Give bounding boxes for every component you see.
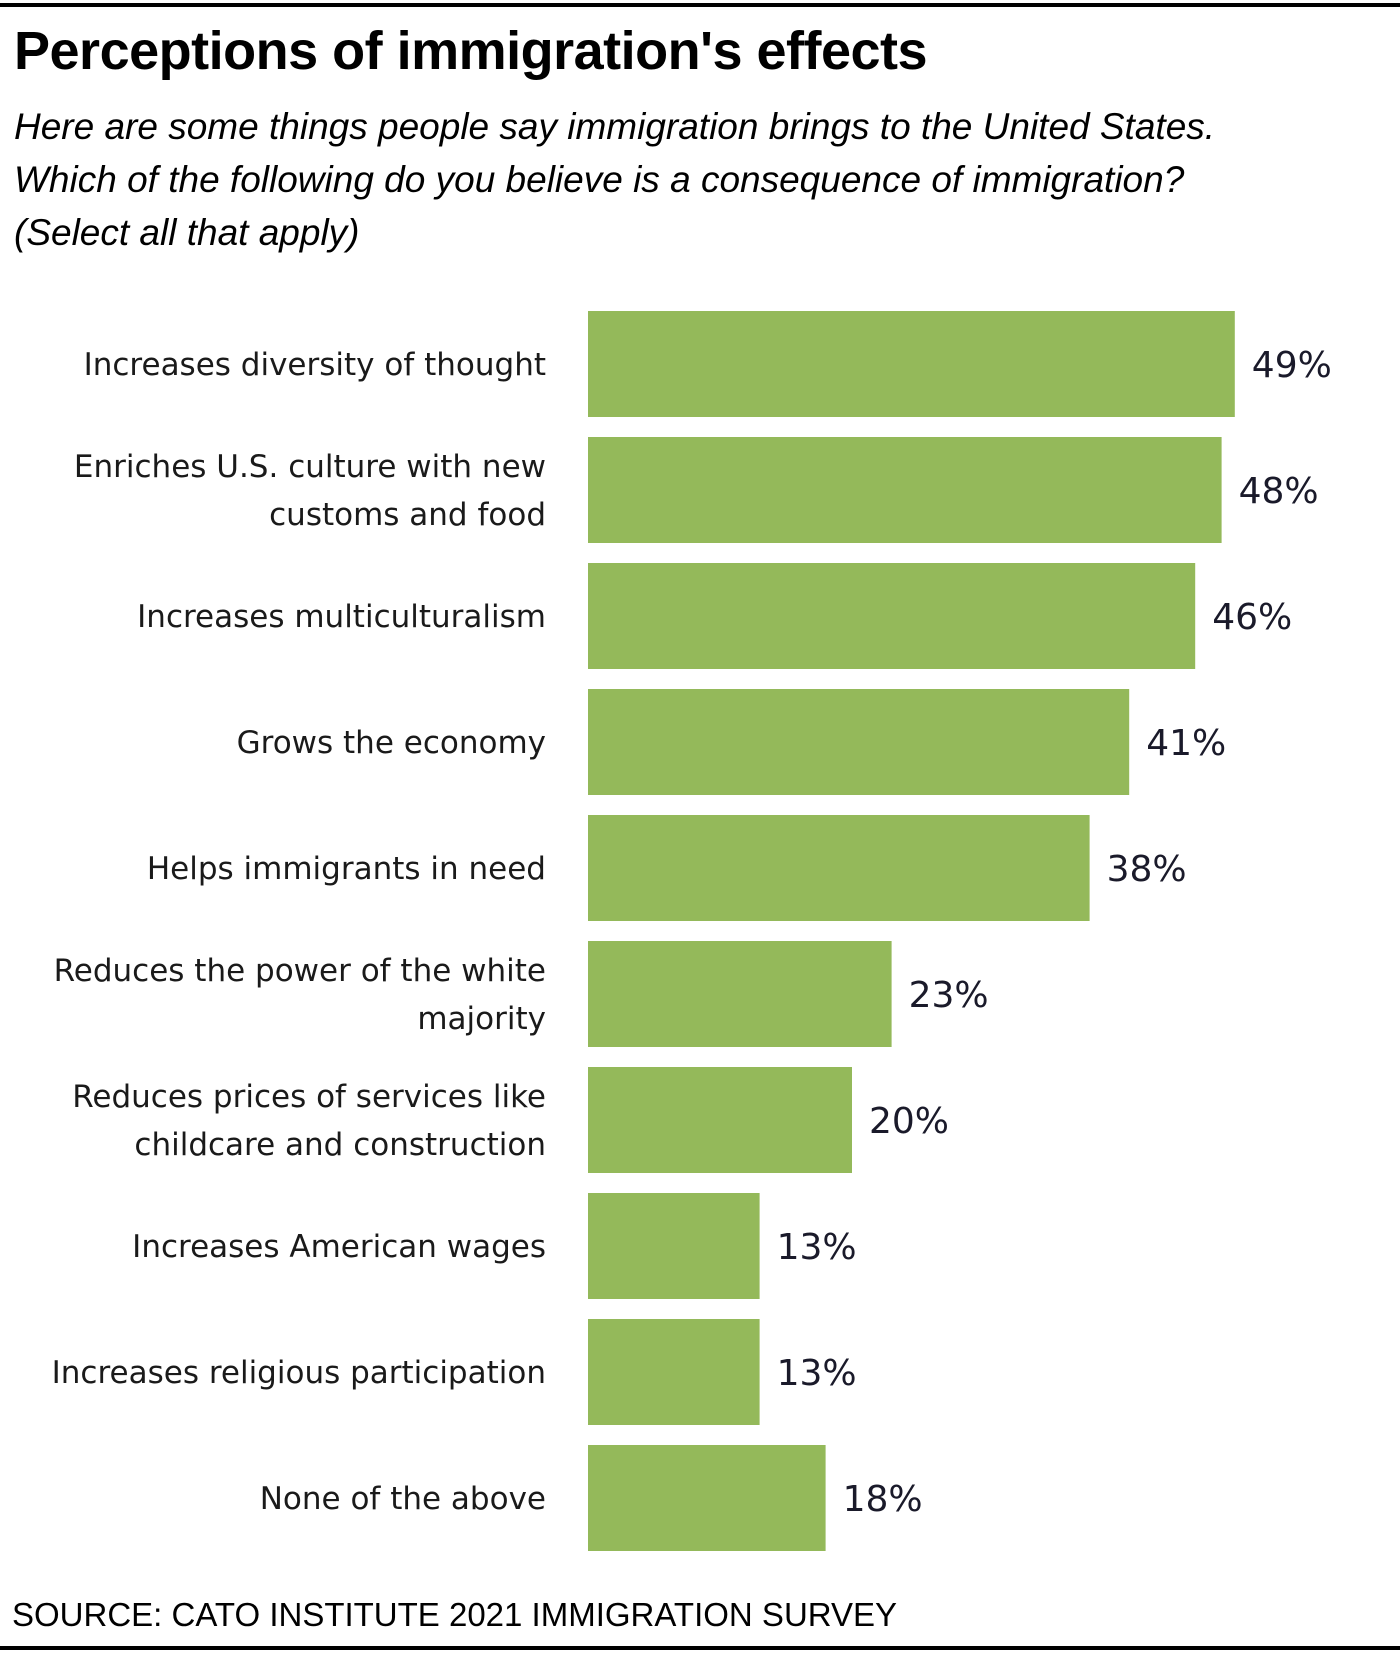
category-label: Reduces the power of the white (54, 953, 546, 989)
category-label: childcare and construction (134, 1127, 546, 1163)
subtitle-line: Here are some things people say immigrat… (14, 106, 1216, 147)
category-label: Increases multiculturalism (137, 599, 546, 635)
value-label: 49% (1252, 345, 1332, 386)
category-label: majority (417, 1001, 546, 1037)
category-label: Enriches U.S. culture with new (74, 449, 546, 485)
bottom-rule (0, 1646, 1400, 1650)
source-note: SOURCE: CATO INSTITUTE 2021 IMMIGRATION … (12, 1596, 898, 1633)
category-label: customs and food (269, 497, 546, 533)
bar-3 (588, 689, 1130, 795)
category-label: Increases diversity of thought (84, 347, 546, 383)
value-label: 23% (909, 975, 989, 1016)
bar-0 (588, 311, 1235, 417)
bar-7 (588, 1193, 760, 1299)
value-label: 13% (777, 1227, 857, 1268)
value-label: 41% (1146, 723, 1226, 764)
subtitle-line: Which of the following do you believe is… (14, 159, 1185, 200)
category-label: Reduces prices of services like (72, 1079, 546, 1115)
bar-1 (588, 437, 1222, 543)
value-label: 38% (1107, 849, 1187, 890)
bar-9 (588, 1445, 826, 1551)
bar-4 (588, 815, 1090, 921)
value-label: 18% (843, 1479, 923, 1520)
bar-2 (588, 563, 1196, 669)
subtitle-line: (Select all that apply) (14, 212, 360, 253)
value-label: 13% (777, 1353, 857, 1394)
bar-5 (588, 941, 892, 1047)
value-label: 46% (1212, 597, 1292, 638)
top-rule (0, 3, 1400, 7)
category-label: Increases American wages (132, 1229, 546, 1265)
category-label: Helps immigrants in need (147, 851, 546, 887)
value-label: 20% (869, 1101, 949, 1142)
category-label: None of the above (260, 1481, 546, 1517)
category-label: Grows the economy (237, 725, 546, 761)
bar-8 (588, 1319, 760, 1425)
category-label: Increases religious participation (52, 1355, 546, 1391)
value-label: 48% (1239, 471, 1319, 512)
bar-chart: 49% Increases diversity of thought 48% Enri… (52, 311, 1332, 1551)
chart-title: Perceptions of immigration's effects (14, 21, 928, 81)
bar-6 (588, 1067, 852, 1173)
chart-subtitle: Here are some things people say immigrat… (14, 100, 1394, 259)
